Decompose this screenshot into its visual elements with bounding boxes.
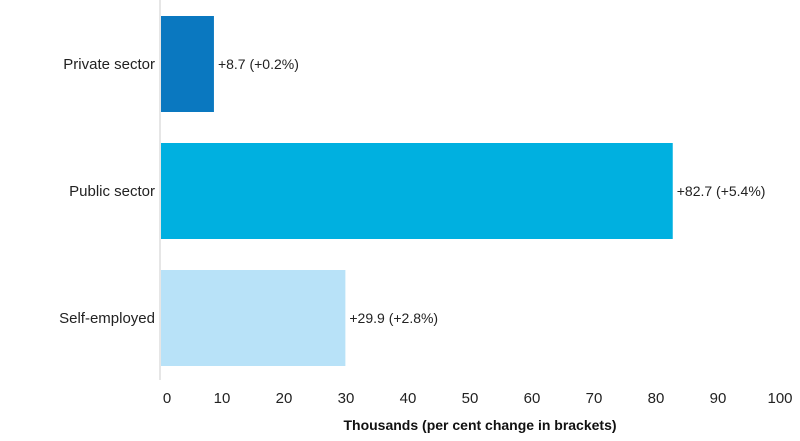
- category-label-self-employed: Self-employed: [59, 310, 155, 327]
- bar-public-sector: [161, 143, 673, 239]
- category-label-public-sector: Public sector: [69, 183, 155, 200]
- x-axis-title: Thousands (per cent change in brackets): [343, 417, 616, 433]
- x-tick-label-100: 100: [767, 390, 792, 407]
- x-tick-label-60: 60: [524, 390, 541, 407]
- data-label-private-sector: +8.7 (+0.2%): [218, 56, 299, 72]
- x-tick-label-90: 90: [710, 390, 727, 407]
- data-label-self-employed: +29.9 (+2.8%): [349, 310, 438, 326]
- x-axis-ticks: 0 10 20 30 40 50 60 70 80 90 100: [163, 390, 793, 407]
- bar-self-employed: [161, 270, 346, 366]
- x-tick-label-0: 0: [163, 390, 171, 407]
- x-tick-label-20: 20: [276, 390, 293, 407]
- category-label-private-sector: Private sector: [63, 56, 155, 73]
- x-tick-label-50: 50: [462, 390, 479, 407]
- bars-group: [161, 16, 673, 366]
- x-tick-label-30: 30: [338, 390, 355, 407]
- x-tick-label-70: 70: [586, 390, 603, 407]
- x-tick-label-40: 40: [400, 390, 417, 407]
- x-tick-label-80: 80: [648, 390, 665, 407]
- data-label-public-sector: +82.7 (+5.4%): [677, 183, 766, 199]
- category-labels: Private sector Public sector Self-employed: [59, 56, 155, 327]
- bar-private-sector: [161, 16, 214, 112]
- data-labels: +8.7 (+0.2%) +82.7 (+5.4%) +29.9 (+2.8%): [218, 56, 766, 326]
- x-tick-label-10: 10: [214, 390, 231, 407]
